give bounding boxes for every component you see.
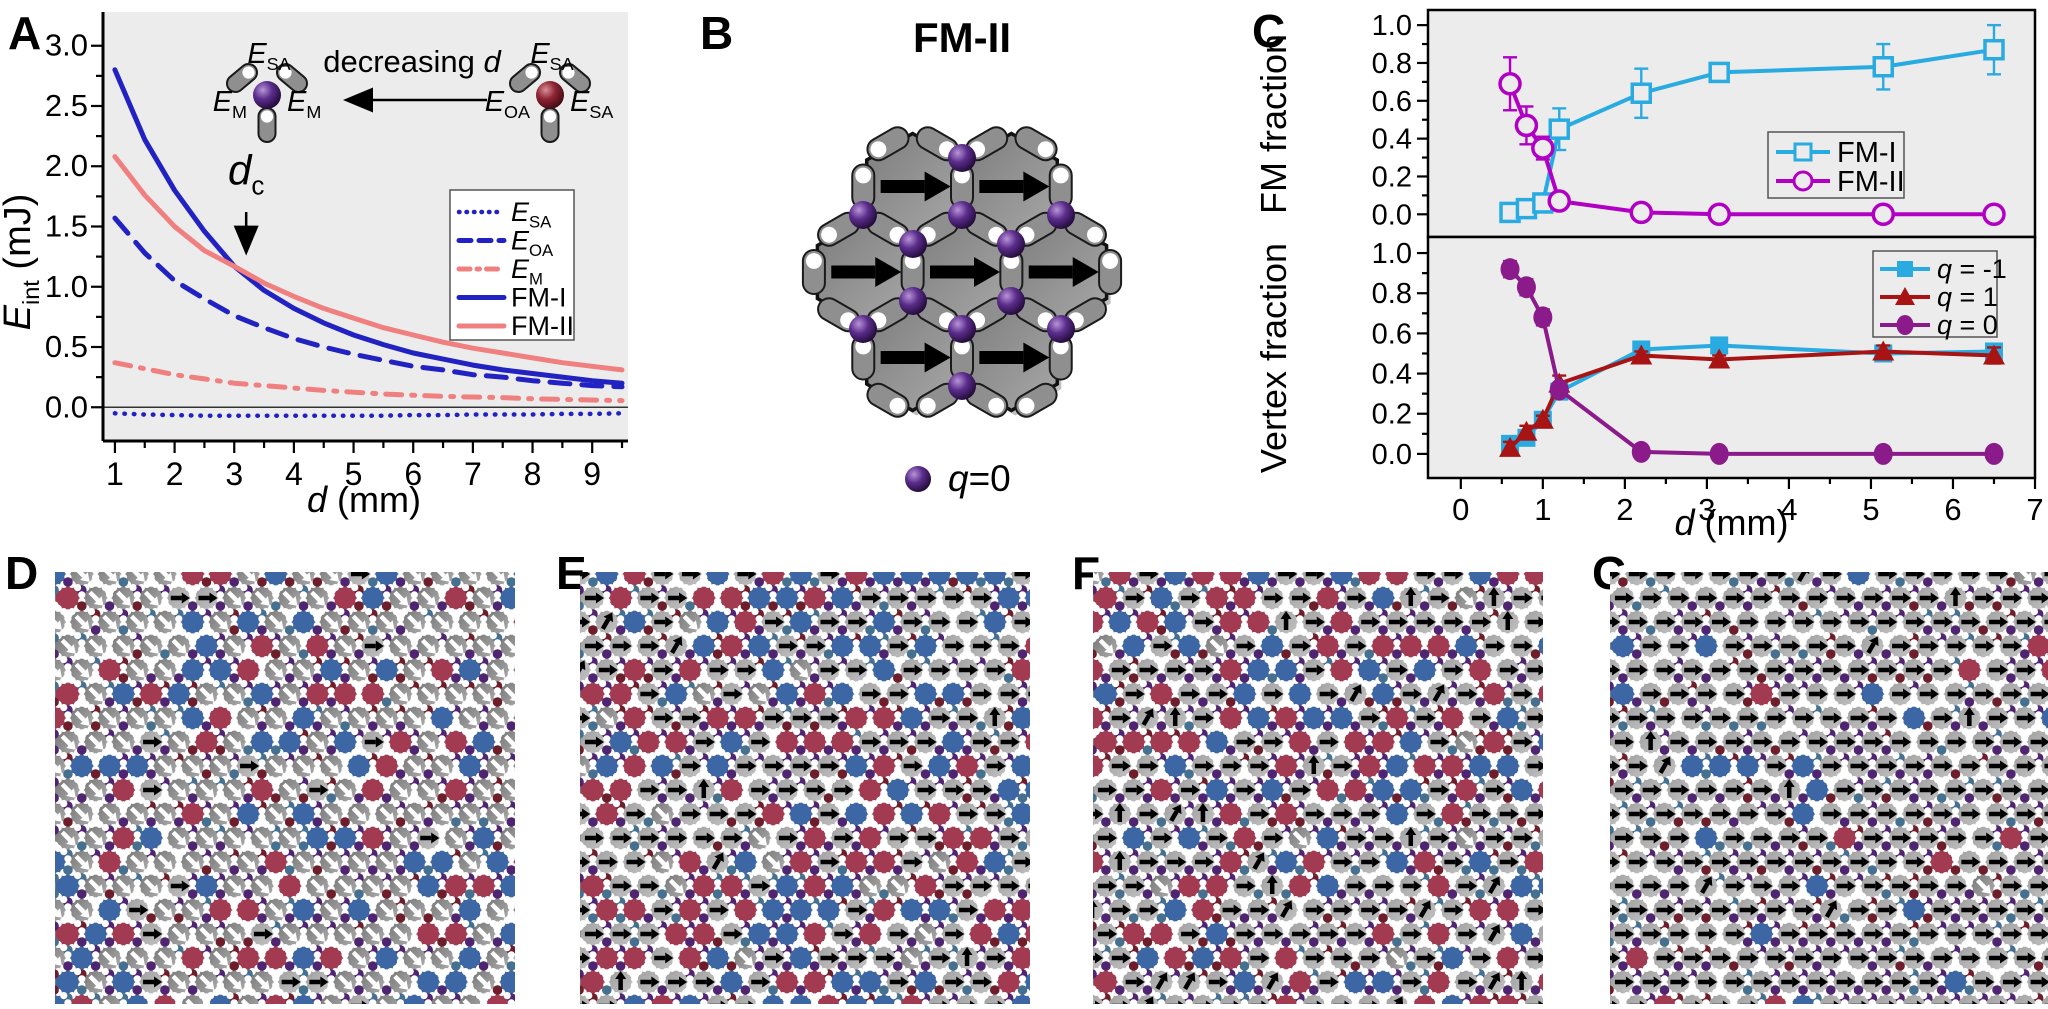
q0-vertex-sphere	[948, 201, 976, 229]
y-axis-label-c-bottom: Vertex fraction	[1253, 243, 1294, 473]
q0-vertex-sphere	[948, 315, 976, 343]
y-tick-a: 2.5	[45, 88, 88, 123]
q0-legend-icon	[905, 466, 931, 492]
y-tick-c: 1.0	[1372, 238, 1412, 270]
panel-g-lattice	[1610, 572, 2048, 1004]
panel-b-fm2-diagram: FM-II q=0	[690, 0, 1240, 545]
magnet-capsule	[803, 250, 825, 294]
q0-vertex-sphere	[899, 287, 927, 315]
x-tick-c: 7	[2026, 492, 2043, 527]
x-tick-a: 3	[225, 456, 243, 492]
x-tick-a: 1	[106, 456, 124, 492]
y-tick-c: 0.0	[1372, 439, 1412, 471]
q0-vertex-sphere	[997, 287, 1025, 315]
y-axis-label-a: Eint (mJ)	[0, 194, 44, 331]
y-tick-c: 0.8	[1372, 48, 1412, 80]
y-tick-c: 0.4	[1372, 124, 1412, 156]
panel-a-energy-chart: 0.00.51.01.52.02.53.01 2 3 4 5 6 7 8 9d (mm)Eint…	[0, 0, 690, 545]
panel-label-d: D	[5, 550, 38, 596]
legend-label-FM-II: FM-II	[1837, 166, 1905, 198]
magnet-capsule	[542, 108, 559, 142]
y-tick-a: 3.0	[45, 28, 88, 63]
legend-label-q = 1: q = 1	[1937, 282, 1998, 312]
legend-label-q = -1: q = -1	[1937, 254, 2007, 284]
panel-d-lattice	[55, 572, 515, 1004]
y-tick-a: 0.5	[45, 329, 88, 364]
legend-c-bottom: q = -1q = 1q = 0	[1873, 251, 2007, 340]
x-tick-a: 2	[166, 456, 184, 492]
lattice-d	[55, 572, 515, 1004]
legend-label-FM-I: FM-I	[1837, 137, 1897, 169]
y-tick-a: 1.5	[45, 209, 88, 244]
panel-c-fraction-charts: 0.00.20.40.60.81.00.00.20.40.60.81.00 1 2 3…	[1240, 0, 2048, 545]
x-tick-a: 9	[583, 456, 601, 492]
y-tick-c: 0.6	[1372, 86, 1412, 118]
y-tick-c: 0.0	[1372, 199, 1412, 231]
panel-b-title: FM-II	[913, 14, 1011, 61]
legend-label-q = 0: q = 0	[1937, 310, 1998, 340]
q0-vertex-sphere	[948, 372, 976, 400]
y-tick-c: 0.6	[1372, 318, 1412, 350]
legend-label-FM-II: FM-II	[511, 311, 574, 341]
y-tick-c: 0.2	[1372, 399, 1412, 431]
panel-f-lattice	[1093, 572, 1543, 1004]
q0-vertex-sphere	[899, 230, 927, 258]
x-tick-a: 7	[464, 456, 482, 492]
x-axis-label-a: d (mm)	[307, 479, 421, 520]
y-axis-label-c-top: FM fraction	[1253, 34, 1294, 214]
q0-vertex-sphere	[1047, 201, 1075, 229]
q0-vertex-sphere	[1047, 315, 1075, 343]
y-tick-c: 0.2	[1372, 161, 1412, 193]
y-tick-c: 1.0	[1372, 10, 1412, 42]
x-tick-c: 5	[1862, 492, 1879, 527]
q0-vertex-sphere	[948, 144, 976, 172]
x-tick-c: 6	[1944, 492, 1961, 527]
q0-vertex-sphere	[849, 315, 877, 343]
x-axis-label-c: d (mm)	[1675, 502, 1789, 543]
x-tick-a: 4	[285, 456, 303, 492]
x-tick-c: 1	[1534, 492, 1551, 527]
magnet-capsule	[259, 108, 276, 142]
y-tick-a: 0.0	[45, 389, 88, 424]
magnet-capsule	[1099, 250, 1121, 294]
y-tick-c: 0.8	[1372, 278, 1412, 310]
q0-legend-label: q=0	[948, 458, 1011, 499]
panel-e-lattice	[580, 572, 1030, 1004]
lattice-e	[580, 572, 1030, 1004]
q0-vertex-sphere	[849, 201, 877, 229]
y-tick-c: 0.4	[1372, 359, 1412, 391]
lattice-f	[1093, 572, 1543, 1004]
x-tick-c: 0	[1452, 492, 1469, 527]
legend-c-top: FM-IFM-II	[1768, 132, 1905, 198]
x-tick-a: 8	[524, 456, 542, 492]
x-tick-c: 2	[1616, 492, 1633, 527]
q0-vertex-sphere	[997, 230, 1025, 258]
decreasing-d-label: decreasing d	[323, 44, 502, 79]
lattice-g	[1610, 572, 2048, 1004]
y-tick-a: 1.0	[45, 269, 88, 304]
y-tick-a: 2.0	[45, 148, 88, 183]
legend-label-FM-I: FM-I	[511, 283, 566, 313]
